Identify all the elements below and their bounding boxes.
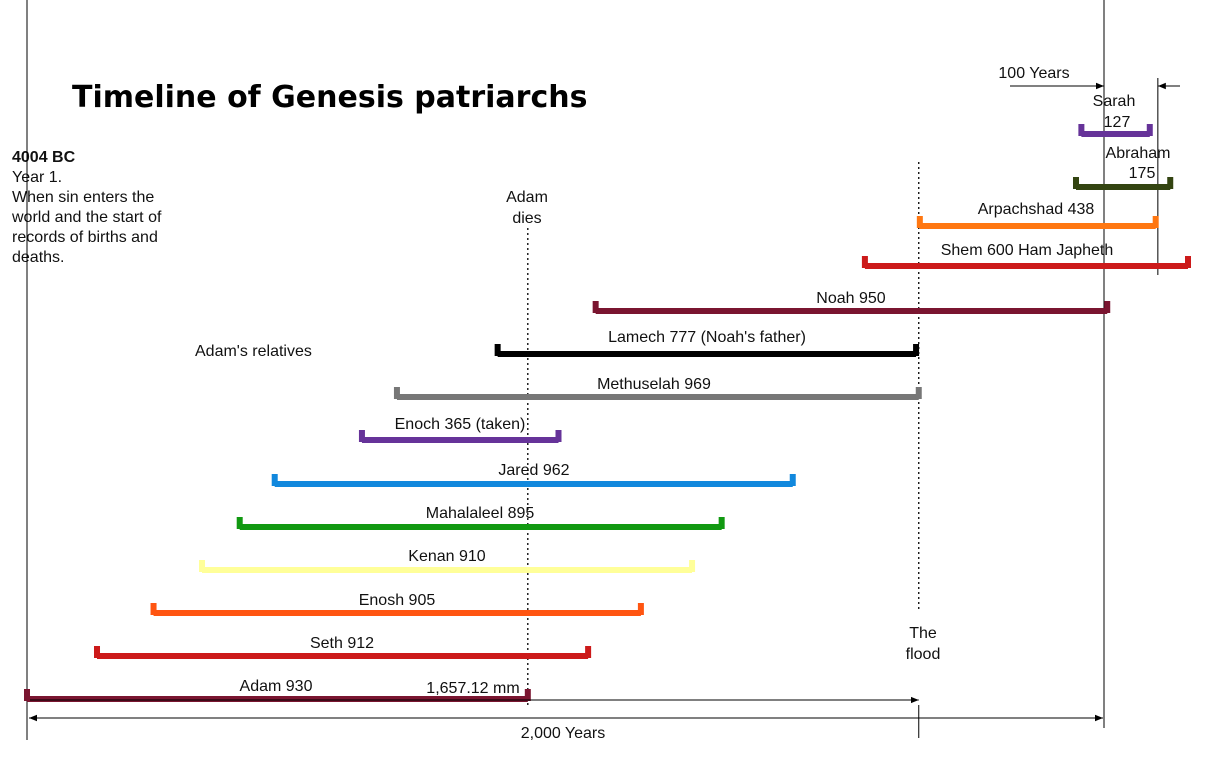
bar-jared (274, 481, 793, 487)
bar-adam (27, 696, 528, 702)
bar-sarah-end-cap (1146, 124, 1153, 136)
bar-arpachshad-start-cap (916, 216, 923, 228)
label-enosh: Enosh 905 (359, 592, 436, 609)
label-seth: Seth 912 (310, 635, 374, 652)
century-label: 100 Years (998, 65, 1069, 82)
bar-methuselah-start-cap (393, 387, 400, 399)
label-jared: Jared 962 (498, 462, 569, 479)
bar-abraham-end-cap (1167, 177, 1174, 189)
bar-abraham-start-cap (1072, 177, 1079, 189)
label-adam: Adam 930 (240, 678, 313, 695)
bar-lamech-start-cap (494, 344, 501, 356)
intro-line-5: deaths. (12, 249, 64, 266)
adam-dies-label: Adam (506, 189, 548, 206)
bar-enoch (361, 437, 559, 443)
bar-arpachshad-end-cap (1152, 216, 1159, 228)
bar-kenan-end-cap (689, 560, 696, 572)
adam-dies-label-2: dies (512, 210, 541, 227)
bar-adam-end-cap (524, 689, 531, 701)
bar-arpachshad (919, 223, 1156, 229)
label-lamech: Lamech 777 (Noah's father) (608, 329, 806, 346)
bar-shem-start-cap (861, 256, 868, 268)
measure-label: 1,657.12 mm (426, 680, 519, 697)
bar-lamech (497, 351, 917, 357)
label-kenan: Kenan 910 (408, 548, 486, 565)
bar-seth-start-cap (94, 646, 101, 658)
annotations: 1,657.12 mm 2,000 Years 100 Years (29, 65, 1180, 742)
bar-seth-end-cap (585, 646, 592, 658)
bar-methuselah (396, 394, 919, 400)
intro-line-3: world and the start of (11, 209, 162, 226)
label-sarah: Sarah (1093, 93, 1136, 110)
bar-methuselah-end-cap (915, 387, 922, 399)
bar-kenan (202, 567, 693, 573)
bar-sarah (1081, 131, 1150, 137)
chart-title: Timeline of Genesis patriarchs (72, 80, 587, 115)
label-abraham-years: 175 (1129, 165, 1156, 182)
group-label: Adam's relatives (195, 343, 312, 360)
label-methuselah: Methuselah 969 (597, 376, 711, 393)
label-sarah-years: 127 (1104, 114, 1131, 131)
bar-jared-start-cap (271, 474, 278, 486)
bar-lamech-end-cap (913, 344, 920, 356)
bar-enosh-end-cap (637, 603, 644, 615)
intro-line-4: records of births and (12, 229, 158, 246)
label-abraham: Abraham (1106, 145, 1171, 162)
bar-shem-end-cap (1185, 256, 1192, 268)
bar-kenan-start-cap (199, 560, 206, 572)
bar-noah (595, 308, 1108, 314)
bar-enoch-start-cap (358, 430, 365, 442)
label-arpachshad: Arpachshad 438 (978, 201, 1095, 218)
label-mahalaleel: Mahalaleel 895 (426, 505, 535, 522)
intro-heading: 4004 BC (12, 149, 76, 166)
bar-noah-end-cap (1104, 301, 1111, 313)
the-flood-label: The (909, 625, 937, 642)
bar-enosh-start-cap (150, 603, 157, 615)
bar-abraham (1075, 184, 1171, 190)
bar-sarah-start-cap (1078, 124, 1085, 136)
intro-line-1: Year 1. (12, 169, 62, 186)
bar-adam-start-cap (24, 689, 30, 701)
bar-shem (864, 263, 1189, 269)
bar-seth (97, 653, 589, 659)
span-label: 2,000 Years (521, 725, 606, 742)
label-noah: Noah 950 (816, 290, 885, 307)
bar-enosh (153, 610, 641, 616)
bar-mahalaleel (239, 524, 722, 530)
bar-jared-end-cap (789, 474, 796, 486)
bar-enoch-end-cap (555, 430, 562, 442)
lifespan-bars (24, 124, 1192, 702)
bar-mahalaleel-start-cap (236, 517, 243, 529)
label-shem: Shem 600 Ham Japheth (941, 242, 1114, 259)
bar-noah-start-cap (592, 301, 599, 313)
bar-mahalaleel-end-cap (718, 517, 725, 529)
bar-labels: Adam 930 Seth 912 Enosh 905 Kenan 910 Mahala… (240, 93, 1171, 695)
the-flood-label-2: flood (906, 646, 941, 663)
label-enoch: Enoch 365 (taken) (395, 416, 526, 433)
intro-line-2: When sin enters the (12, 189, 154, 206)
